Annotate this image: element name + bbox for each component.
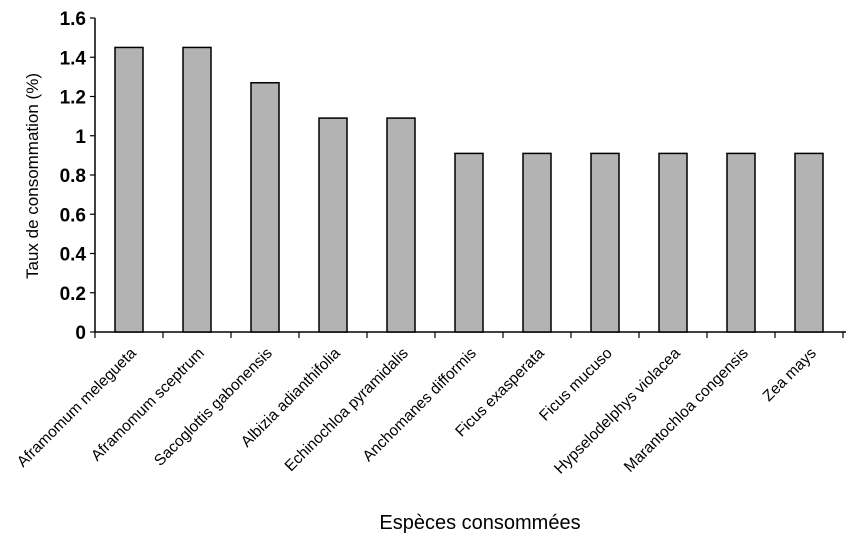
y-tick-label: 1: [75, 127, 86, 148]
bar: [454, 152, 484, 333]
x-tick-label: Aframomum melegueta: [14, 345, 140, 471]
y-tick-label: 1.4: [60, 48, 87, 69]
y-tick-labels: 0 0.2 0.4 0.6 0.8 1 1.2 1.4 1.6: [60, 9, 87, 344]
y-tick-label: 0.6: [60, 205, 86, 226]
y-axis-label: Taux de consommation (%): [23, 73, 42, 279]
bar: [522, 152, 552, 333]
x-tick-label: Marantochloa congensis: [621, 345, 752, 476]
x-tick-label: Sacoglottis gabonensis: [151, 345, 276, 470]
y-tick-label: 0.2: [60, 284, 86, 305]
bars: [114, 46, 824, 333]
y-tick-label: 0.4: [60, 245, 87, 266]
bar: [726, 152, 756, 333]
x-tick-label: Zea mays: [760, 345, 820, 405]
y-tick-label: 0.8: [60, 166, 86, 187]
x-tick-label: Hypselodelphys violacea: [551, 345, 684, 478]
bar: [182, 46, 212, 333]
x-tick-label: Anchomanes difformis: [360, 345, 480, 465]
x-tick-label: Echinochloa pyramidalis: [282, 345, 412, 475]
y-tick-label: 1.2: [60, 88, 86, 109]
bar: [386, 117, 416, 333]
y-tick-label: 1.6: [60, 9, 86, 30]
x-axis-label: Espèces consommées: [379, 512, 580, 534]
bar: [250, 82, 280, 333]
bar: [658, 152, 688, 333]
bar: [318, 117, 348, 333]
y-tick-label: 0: [75, 323, 86, 344]
x-tick-label: Aframomum sceptrum: [88, 345, 208, 465]
bar: [590, 152, 620, 333]
bar: [794, 152, 824, 333]
bar: [114, 46, 144, 333]
